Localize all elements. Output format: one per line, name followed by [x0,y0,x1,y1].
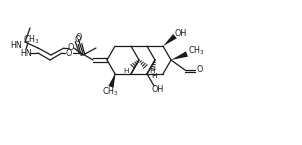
Text: CH$_3$: CH$_3$ [188,45,204,57]
Text: H: H [151,73,157,79]
Polygon shape [108,74,115,88]
Text: H: H [149,68,155,74]
Text: CH$_3$: CH$_3$ [23,34,40,46]
Polygon shape [171,51,188,60]
Text: HN: HN [20,48,32,58]
Text: O: O [197,66,203,75]
Text: O: O [75,36,81,45]
Text: HN: HN [10,41,22,50]
Text: OH: OH [152,85,164,94]
Text: O: O [76,32,82,41]
Text: O: O [66,48,72,58]
Text: CH$_3$: CH$_3$ [101,86,118,98]
Text: OH: OH [175,29,187,38]
Polygon shape [163,34,177,46]
Text: O: O [68,44,74,52]
Text: H: H [123,68,129,74]
